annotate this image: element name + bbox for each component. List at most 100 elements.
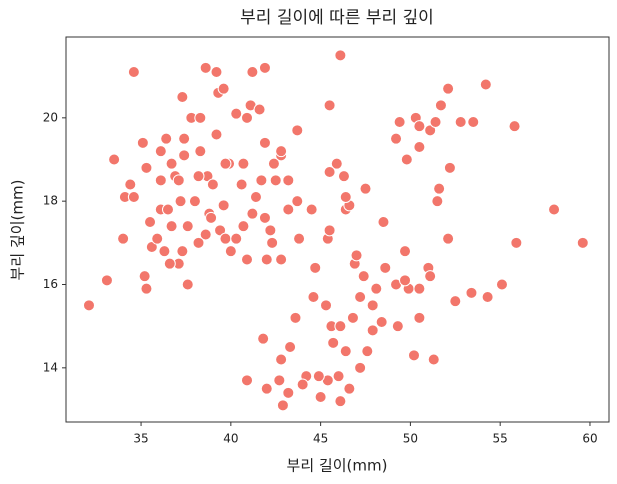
point [334,320,347,333]
point [413,282,426,295]
point [273,374,286,387]
point [323,224,336,237]
point [176,91,189,103]
point [413,120,426,133]
point [160,132,173,145]
point [354,361,367,374]
point [275,253,288,266]
point [253,103,266,116]
point [181,278,194,291]
x-tick-label: 60 [582,432,597,446]
point [241,253,253,266]
point [257,332,270,345]
y-tick-label: 18 [43,194,58,208]
point [370,282,383,295]
point [154,145,167,158]
point [481,291,494,303]
point [246,207,259,220]
point [291,195,304,208]
point [350,249,363,262]
point [260,253,273,266]
point [323,166,336,178]
point [433,182,446,195]
point [165,220,178,233]
point [276,399,289,412]
point [366,299,379,312]
point [332,370,345,383]
point [454,116,467,128]
point [249,191,262,203]
x-tick-label: 35 [133,432,148,446]
point [314,391,327,403]
point [399,274,412,287]
point [255,174,268,187]
point [241,374,253,387]
point [413,311,426,324]
point [258,136,271,149]
point [127,191,140,203]
x-tick-label: 50 [403,432,418,446]
point [495,278,508,291]
point [309,261,322,274]
point [100,274,113,287]
point [390,132,403,145]
point [140,161,153,174]
point [214,224,227,237]
x-tick-label: 55 [493,432,508,446]
point [359,182,372,195]
point [377,216,390,228]
point [479,78,492,91]
point [172,174,185,187]
y-axis-label: 부리 깊이(mm) [9,180,27,281]
point [293,232,306,245]
point [275,145,288,158]
point [210,128,223,141]
point [431,195,444,208]
point [210,66,223,78]
point [548,203,561,216]
point [165,157,178,170]
point [158,245,171,258]
point [108,153,121,166]
point [393,116,406,128]
point [282,174,295,187]
point [576,236,589,249]
x-tick-label: 40 [223,432,238,446]
point [449,295,462,308]
point [154,174,167,187]
point [366,324,379,337]
point [117,232,130,245]
point [508,120,521,133]
point [199,61,212,74]
point [192,236,205,249]
point [199,228,212,241]
point [127,66,140,78]
point [357,270,370,283]
point [224,245,237,258]
point [194,145,207,158]
point [284,341,297,353]
point [424,270,437,283]
point [151,232,164,245]
point [178,132,191,145]
point [289,311,302,324]
point [237,157,250,170]
point [312,370,325,383]
point [217,199,230,212]
point [361,345,374,358]
point [192,170,205,183]
point [174,195,187,208]
point [194,111,207,124]
point [339,191,352,203]
point [443,161,456,174]
point [267,157,280,170]
y-tick-label: 14 [43,360,58,374]
point [138,270,151,283]
point [434,99,447,112]
point [334,49,347,62]
point [379,261,392,274]
point [266,236,279,249]
point [375,316,388,328]
point [320,299,333,312]
